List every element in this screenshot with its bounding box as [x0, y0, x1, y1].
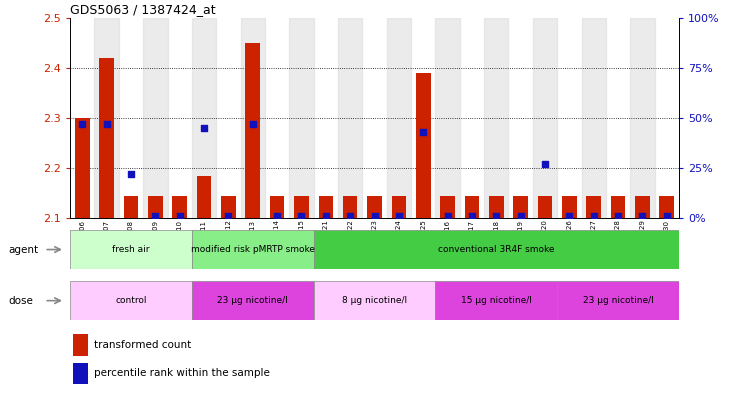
Bar [314, 230, 679, 269]
Text: 23 µg nicotine/l: 23 µg nicotine/l [583, 296, 653, 305]
Bar [148, 196, 162, 218]
Point [637, 213, 649, 219]
Bar [173, 196, 187, 218]
Text: transformed count: transformed count [94, 340, 192, 350]
Bar [630, 18, 655, 218]
Bar [392, 196, 406, 218]
Point [149, 213, 162, 219]
Text: dose: dose [9, 296, 34, 306]
Point [344, 213, 356, 219]
Point [491, 213, 503, 219]
Bar [660, 196, 674, 218]
Point [100, 121, 113, 127]
Bar [289, 18, 314, 218]
Bar [441, 196, 455, 218]
Bar [416, 73, 430, 218]
Bar [221, 196, 235, 218]
Text: percentile rank within the sample: percentile rank within the sample [94, 368, 270, 378]
Bar [246, 43, 260, 218]
Bar [192, 281, 314, 320]
Bar [75, 118, 89, 218]
Text: agent: agent [9, 244, 39, 255]
Point [515, 213, 527, 219]
Bar [343, 196, 357, 218]
Point [442, 213, 454, 219]
Point [369, 213, 381, 219]
Bar [582, 18, 606, 218]
Point [296, 213, 308, 219]
Point [393, 213, 404, 219]
Point [588, 213, 600, 219]
Point [564, 213, 576, 219]
Bar [319, 196, 333, 218]
Bar [314, 281, 435, 320]
Text: 23 µg nicotine/l: 23 µg nicotine/l [218, 296, 288, 305]
Bar [538, 196, 552, 218]
Point [539, 161, 551, 167]
Bar [197, 176, 211, 218]
Text: fresh air: fresh air [112, 245, 150, 254]
Point [613, 213, 624, 219]
Bar [270, 196, 284, 218]
Point [466, 213, 478, 219]
Bar [294, 196, 308, 218]
Bar [143, 18, 168, 218]
Bar [514, 196, 528, 218]
Bar [387, 18, 411, 218]
Bar [489, 196, 503, 218]
Text: GDS5063 / 1387424_at: GDS5063 / 1387424_at [70, 4, 215, 17]
Text: modified risk pMRTP smoke: modified risk pMRTP smoke [190, 245, 315, 254]
Bar [465, 196, 479, 218]
Bar [124, 196, 138, 218]
Bar [94, 18, 119, 218]
Bar [562, 196, 576, 218]
Bar [100, 58, 114, 218]
Bar [73, 334, 89, 356]
Text: conventional 3R4F smoke: conventional 3R4F smoke [438, 245, 554, 254]
Bar [368, 196, 382, 218]
Point [661, 213, 673, 219]
Bar [611, 196, 625, 218]
Bar [70, 281, 192, 320]
Bar [435, 281, 557, 320]
Bar [557, 281, 679, 320]
Bar [435, 18, 460, 218]
Point [198, 125, 210, 131]
Bar [70, 230, 192, 269]
Bar [241, 18, 265, 218]
Bar [587, 196, 601, 218]
Bar [635, 196, 649, 218]
Bar [338, 18, 362, 218]
Text: control: control [115, 296, 147, 305]
Point [272, 213, 283, 219]
Point [418, 129, 430, 135]
Bar [484, 18, 508, 218]
Bar [192, 230, 314, 269]
Text: 8 µg nicotine/l: 8 µg nicotine/l [342, 296, 407, 305]
Point [223, 213, 235, 219]
Bar [533, 18, 557, 218]
Text: 15 µg nicotine/l: 15 µg nicotine/l [461, 296, 532, 305]
Point [174, 213, 186, 219]
Point [77, 121, 89, 127]
Point [125, 171, 137, 177]
Bar [73, 363, 89, 384]
Point [246, 121, 259, 127]
Point [320, 213, 332, 219]
Bar [192, 18, 216, 218]
